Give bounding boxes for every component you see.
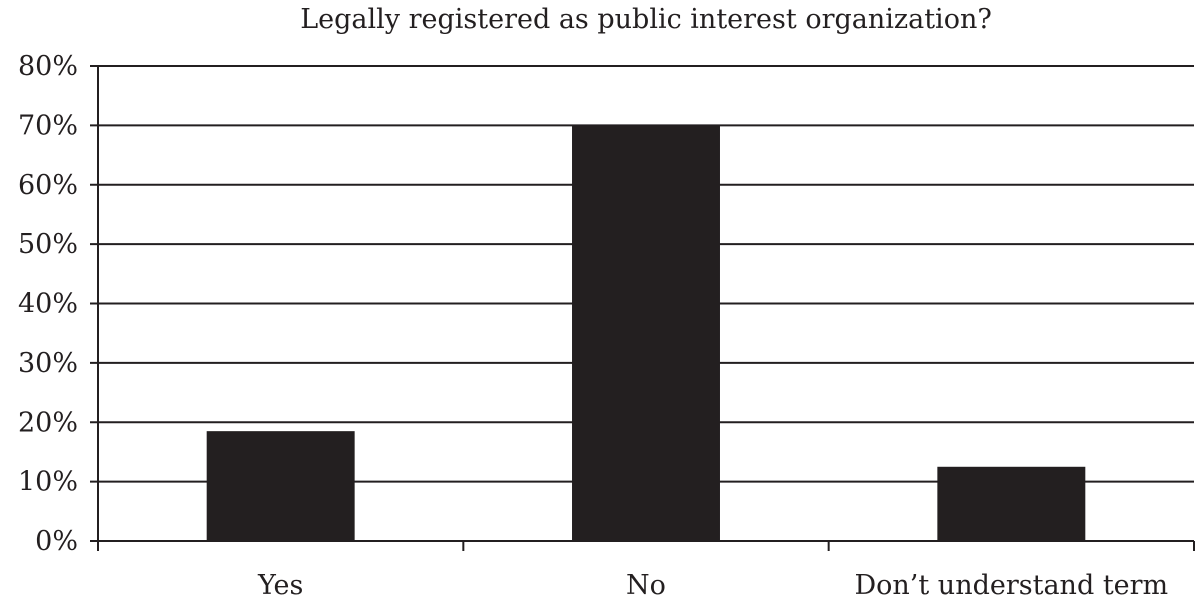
- y-tick-label: 40%: [18, 289, 78, 320]
- x-category-label: Don’t understand term: [855, 570, 1169, 601]
- y-tick-label: 60%: [18, 170, 78, 201]
- x-category-label: Yes: [257, 570, 303, 601]
- y-tick-label: 50%: [18, 229, 78, 260]
- axis-labels: 0% 10% 20% 30% 40% 50% 60% 70% 80% Yes No Don’t und…: [18, 51, 1168, 601]
- x-category-label: No: [626, 570, 666, 601]
- bar-don-t-understand-term: [937, 466, 1086, 541]
- axes: [90, 65, 1195, 551]
- y-tick-label: 80%: [18, 51, 78, 82]
- y-tick-label: 20%: [18, 407, 78, 438]
- y-tick-label: 10%: [18, 467, 78, 498]
- bar-yes: [206, 431, 355, 541]
- bar-no: [572, 125, 720, 541]
- y-tick-label: 70%: [18, 110, 78, 141]
- y-tick-label: 0%: [35, 526, 78, 557]
- y-tick-label: 30%: [18, 348, 78, 379]
- chart-title: Legally registered as public interest or…: [300, 4, 992, 35]
- bars: [206, 125, 1086, 541]
